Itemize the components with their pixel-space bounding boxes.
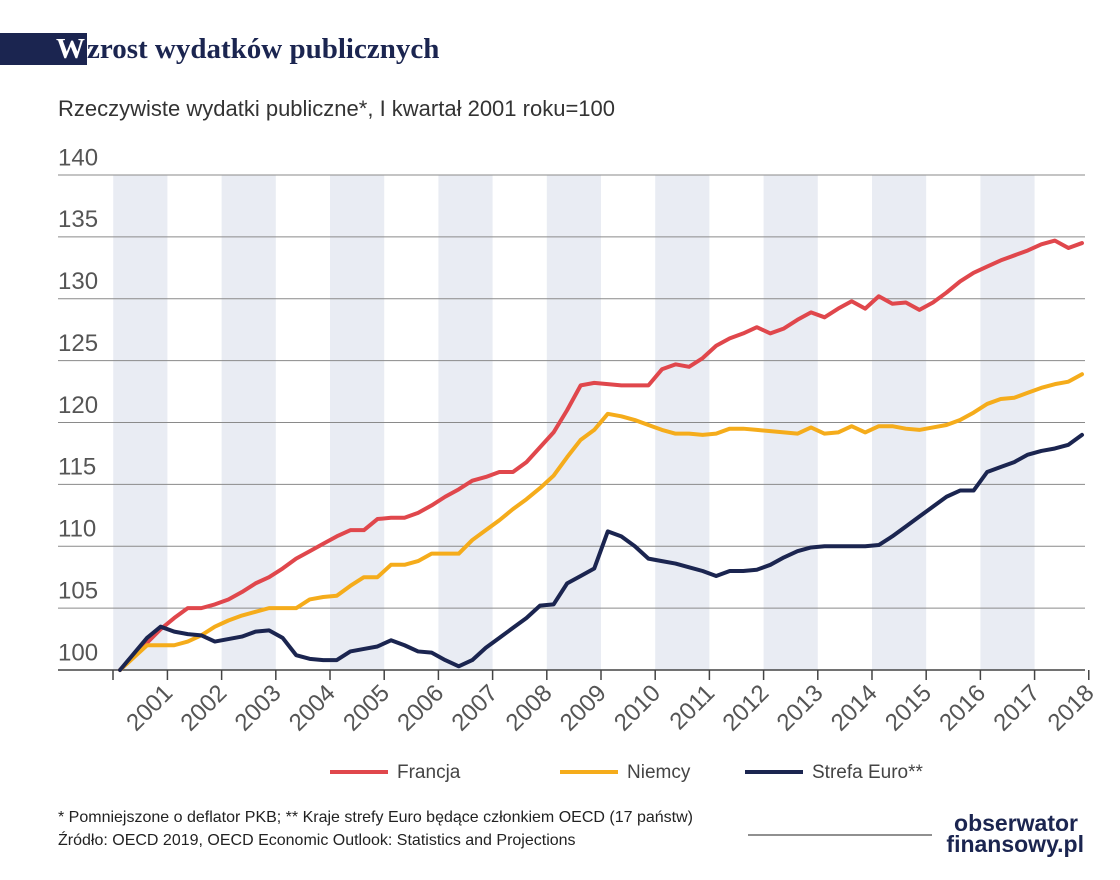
x-tick-label: 2003 (230, 680, 287, 737)
x-tick-label: 2014 (826, 680, 883, 737)
x-tick-label: 2013 (772, 680, 829, 737)
footnote: * Pomniejszone o deflator PKB; ** Kraje … (58, 809, 693, 826)
x-tick-label: 2009 (555, 680, 612, 737)
chart-title: Wzrost wydatków publicznych (56, 33, 440, 65)
legend-label: Strefa Euro** (812, 762, 923, 783)
y-tick-label: 110 (58, 516, 96, 543)
x-tick-label: 2007 (446, 680, 503, 737)
x-tick-label: 2002 (176, 680, 233, 737)
logo: obserwator (954, 810, 1078, 836)
y-tick-label: 115 (58, 454, 96, 481)
x-tick-label: 2010 (609, 680, 666, 737)
series-line (118, 238, 1084, 672)
legend-label: Francja (397, 762, 461, 783)
x-tick-label: 2018 (1043, 680, 1100, 737)
x-tick-label: 2017 (988, 680, 1045, 737)
series-line (118, 372, 1084, 672)
source: Źródło: OECD 2019, OECD Economic Outlook… (58, 830, 576, 849)
x-tick-label: 2011 (665, 680, 721, 736)
x-tick-label: 2016 (934, 680, 991, 737)
y-tick-label: 120 (58, 392, 98, 419)
x-tick-label: 2012 (717, 680, 774, 737)
y-tick-label: 125 (58, 330, 98, 357)
x-tick-label: 2015 (880, 680, 937, 737)
y-tick-label: 105 (58, 577, 98, 604)
x-tick-label: 2008 (501, 680, 558, 737)
x-tick-label: 2006 (392, 680, 449, 737)
y-tick-label: 100 (58, 639, 98, 666)
legend-label: Niemcy (627, 762, 691, 783)
x-tick-label: 2004 (284, 680, 341, 737)
y-tick-label: 140 (58, 144, 98, 171)
x-tick-label: 2001 (121, 680, 178, 737)
y-tick-label: 130 (58, 268, 98, 295)
logo: finansowy.pl (946, 831, 1084, 857)
chart-subtitle: Rzeczywiste wydatki publiczne*, I kwarta… (58, 96, 615, 121)
y-tick-label: 135 (58, 206, 98, 233)
x-tick-label: 2005 (338, 680, 395, 737)
series-line (118, 432, 1084, 672)
